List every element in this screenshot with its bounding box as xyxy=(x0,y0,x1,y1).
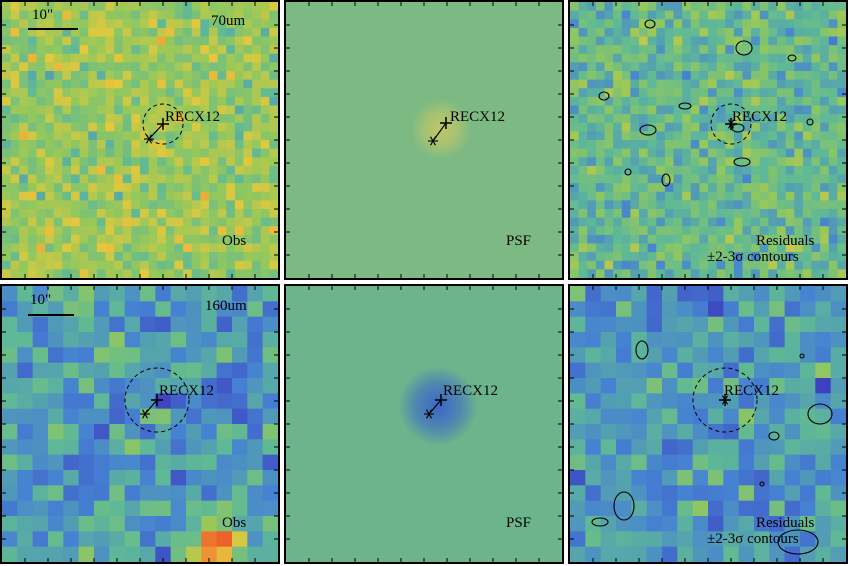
panel-70um-psf xyxy=(284,0,564,280)
map-160um-obs xyxy=(2,286,278,562)
source-label: RECX12 xyxy=(450,109,506,125)
map-160um-residuals xyxy=(570,286,846,562)
source-label: RECX12 xyxy=(159,383,215,399)
band-label-70um: 70um xyxy=(211,13,246,29)
contours-label: ±2-3σ contours xyxy=(707,249,799,265)
map-70um-obs xyxy=(2,2,278,278)
source-label: RECX12 xyxy=(732,109,788,125)
panel-70um-obs xyxy=(0,0,280,280)
map-160um-psf xyxy=(286,286,562,562)
psf-label: PSF xyxy=(506,515,532,531)
psf-label: PSF xyxy=(506,233,532,249)
scale-bar-label: 10" xyxy=(32,7,54,23)
residuals-label: Residuals xyxy=(756,515,815,531)
scale-bar-label: 10" xyxy=(30,292,52,308)
residuals-label: Residuals xyxy=(756,233,815,249)
band-label-160um: 160um xyxy=(205,298,247,314)
map-70um-psf xyxy=(286,2,562,278)
panel-160um-obs xyxy=(0,284,280,564)
source-label: RECX12 xyxy=(443,383,499,399)
panel-160um-residuals xyxy=(568,284,848,564)
panel-70um-residuals xyxy=(568,0,848,280)
panel-160um-psf xyxy=(284,284,564,564)
contours-label: ±2-3σ contours xyxy=(707,531,799,547)
map-70um-residuals xyxy=(570,2,846,278)
obs-label: Obs xyxy=(222,233,247,249)
obs-label: Obs xyxy=(222,515,247,531)
source-label: RECX12 xyxy=(165,109,221,125)
source-label: RECX12 xyxy=(724,383,780,399)
